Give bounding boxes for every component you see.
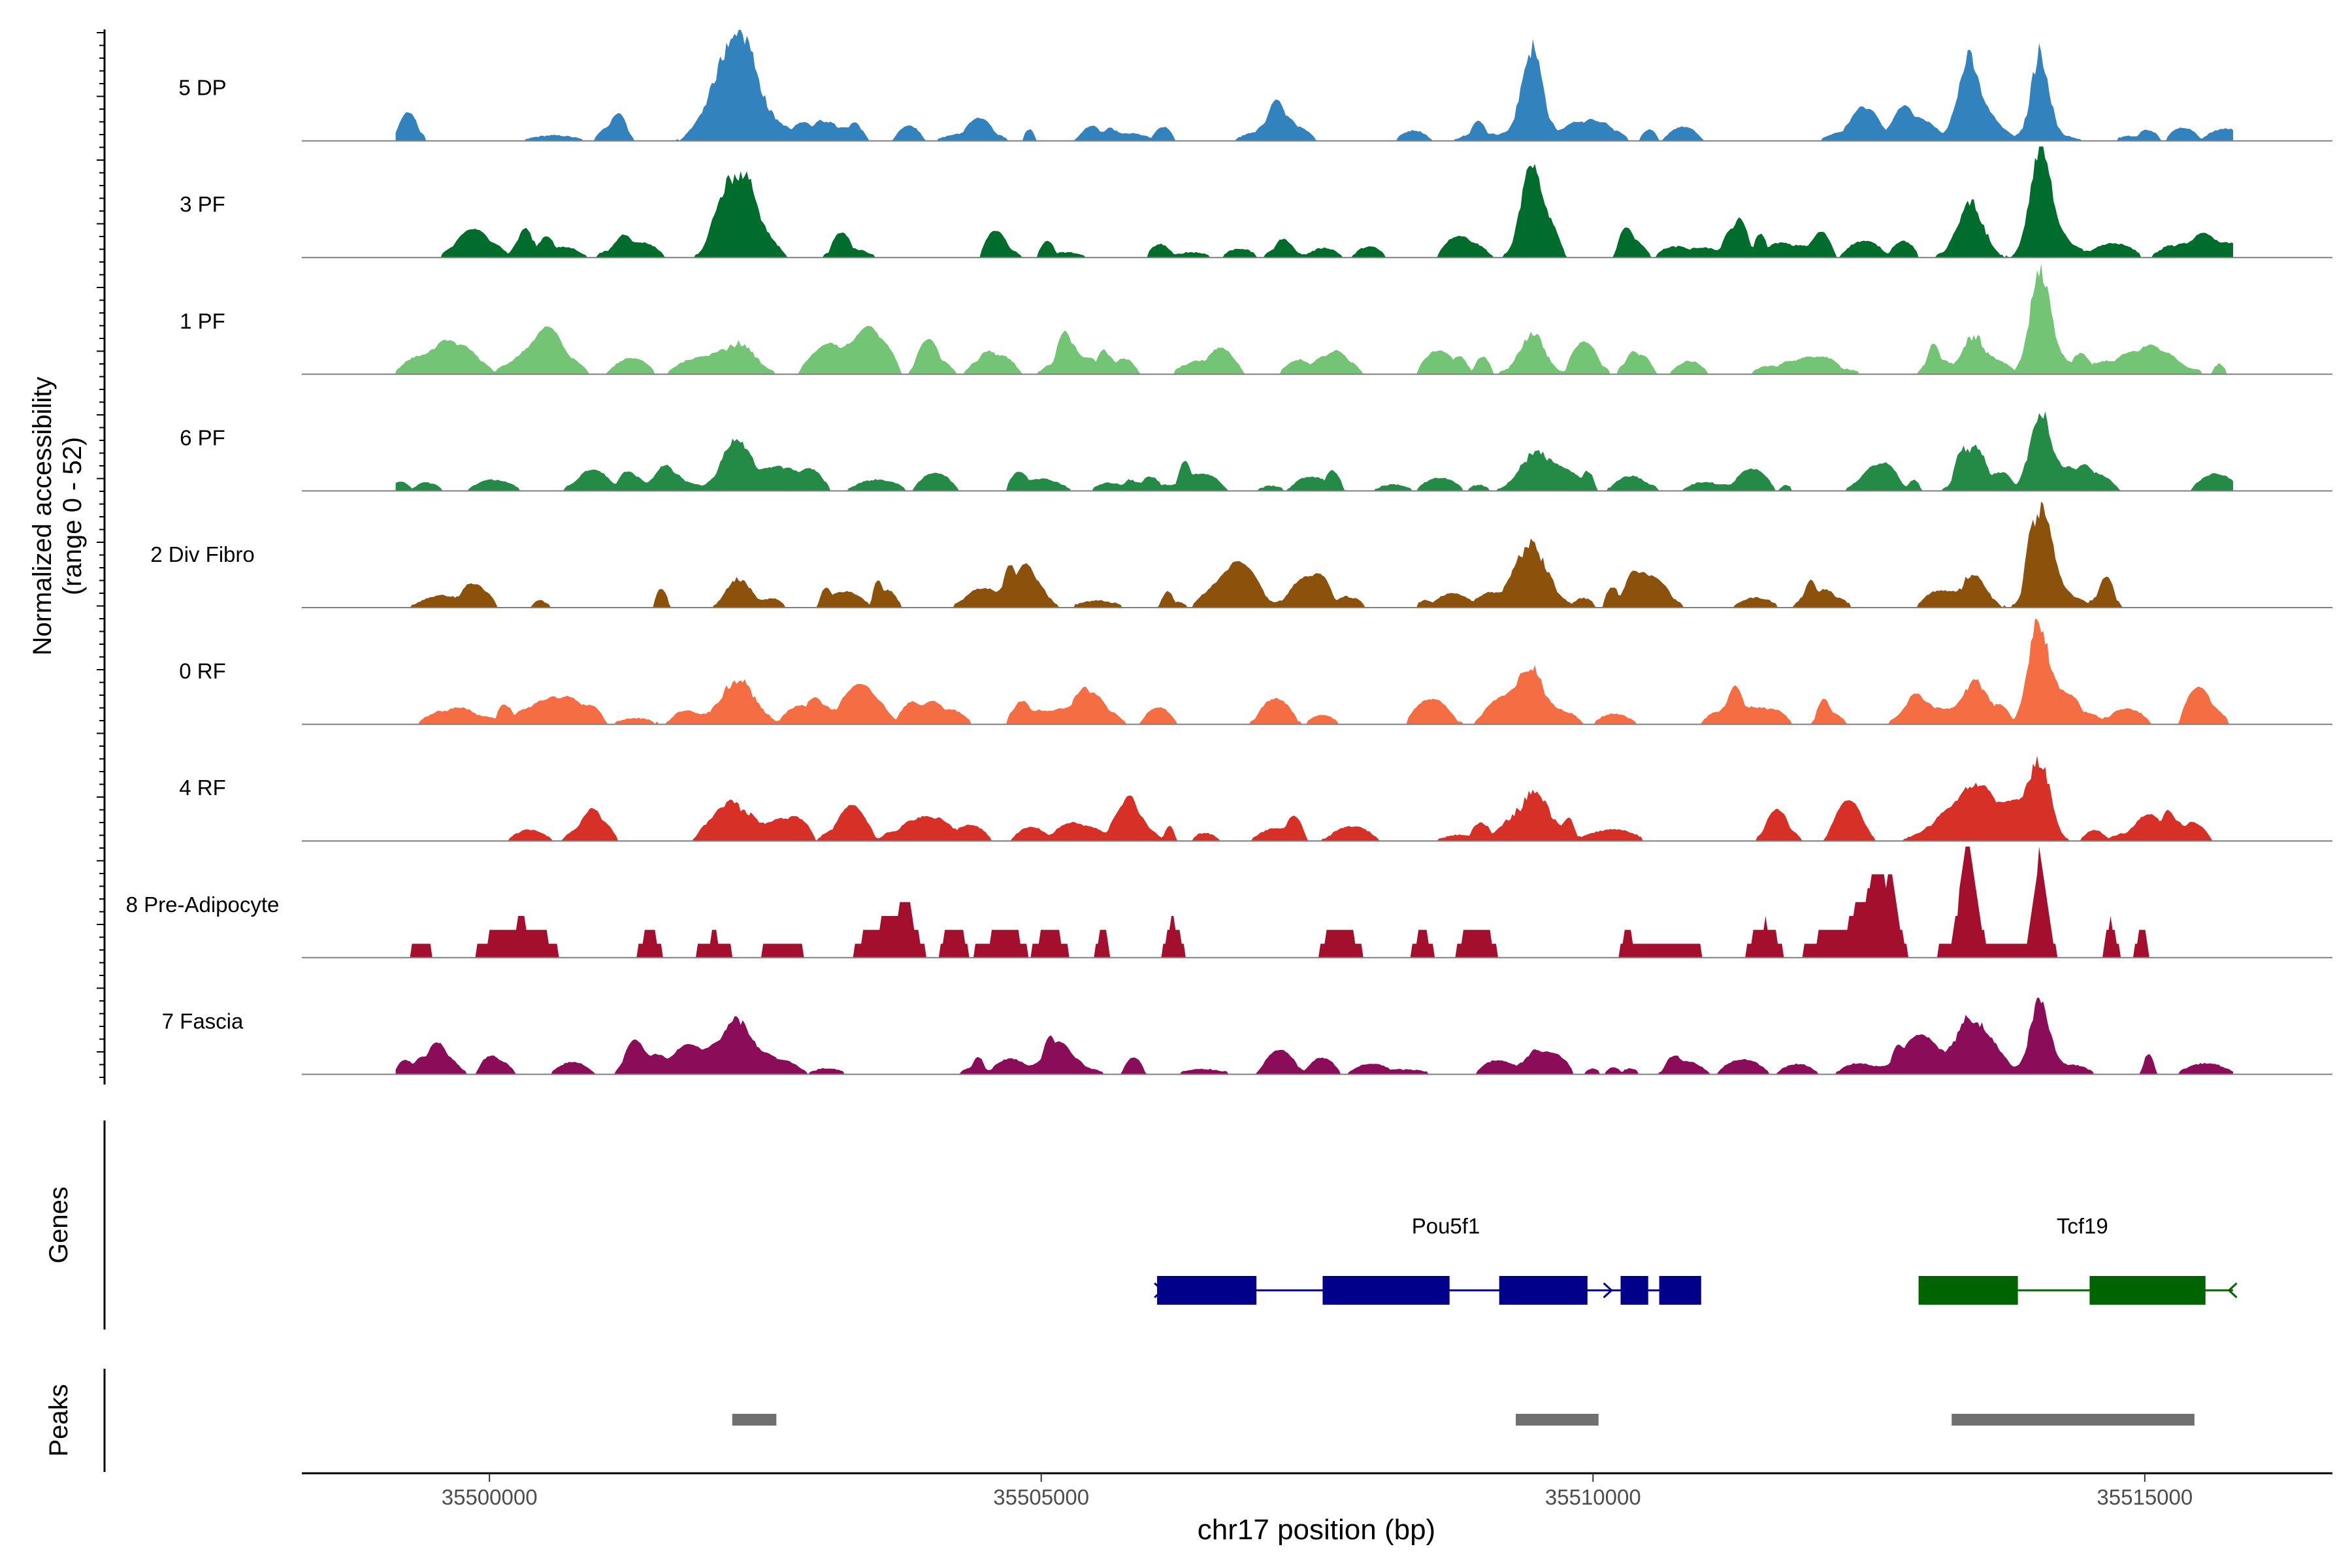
coverage-area	[395, 755, 2233, 841]
track-2-div-fibro	[302, 501, 2332, 608]
gene-label: Pou5f1	[1412, 1214, 1480, 1238]
track-label: 7 Fascia	[162, 1009, 244, 1033]
coverage-area	[395, 411, 2233, 491]
gene-models: Pou5f1 Tcf19	[1154, 1214, 2238, 1305]
y-axis-title-line2: (range 0 - 52)	[58, 437, 87, 595]
coverage-area	[395, 29, 2233, 141]
gene-exon	[1659, 1276, 1701, 1305]
coverage-area	[395, 846, 2233, 958]
track-label: 5 DP	[178, 76, 226, 100]
coverage-area	[395, 146, 2233, 258]
peaks-panel-label: Peaks	[44, 1384, 73, 1456]
x-tick-label: 35500000	[442, 1485, 538, 1509]
track-labels: 5 DP 3 PF 1 PF 6 PF 2 Div Fibro 0 RF 4 RF 8 Pre…	[126, 76, 280, 1034]
gene-exon	[1620, 1276, 1648, 1305]
gene-exon	[1499, 1276, 1588, 1305]
track-8-pre-adipocyte	[302, 846, 2332, 958]
gene-tcf19: Tcf19	[1918, 1214, 2238, 1305]
track-label: 0 RF	[179, 659, 226, 683]
track-6-pf	[302, 411, 2332, 492]
gene-exon	[1918, 1276, 2018, 1305]
track-4-rf	[302, 755, 2332, 842]
gene-label: Tcf19	[2057, 1214, 2108, 1238]
strand-arrow	[2227, 1282, 2238, 1299]
track-label: 1 PF	[180, 309, 225, 333]
coverage-area	[395, 263, 2233, 374]
coverage-tracks	[302, 29, 2332, 1075]
gene-pou5f1: Pou5f1	[1154, 1214, 1701, 1305]
track-1-pf	[302, 263, 2332, 375]
x-tick-label: 35515000	[2097, 1485, 2193, 1509]
genes-panel-label: Genes	[44, 1186, 73, 1264]
track-7-fascia	[302, 998, 2332, 1075]
y-axis-ticks	[97, 32, 105, 1078]
x-tick-label: 35505000	[993, 1485, 1089, 1509]
track-label: 8 Pre-Adipocyte	[126, 892, 280, 917]
y-axis-title-line1: Normalized accessibility	[28, 377, 57, 656]
x-axis-title: chr17 position (bp)	[1198, 1514, 1435, 1546]
track-label: 4 RF	[179, 776, 226, 800]
x-axis-ticks: 35500000 35505000 35510000 35515000	[442, 1473, 2193, 1509]
track-label: 3 PF	[180, 192, 225, 216]
gene-exon	[2089, 1276, 2206, 1305]
peak-region	[732, 1414, 777, 1426]
x-tick-label: 35510000	[1545, 1485, 1641, 1509]
coverage-area	[395, 618, 2233, 725]
peak-region	[1516, 1414, 1599, 1426]
track-0-rf	[302, 618, 2332, 725]
track-5-dp	[302, 29, 2332, 142]
gene-exon	[1322, 1276, 1450, 1305]
track-label: 2 Div Fibro	[150, 542, 255, 566]
strand-arrow	[1603, 1282, 1613, 1299]
coverage-area	[395, 501, 2233, 608]
gene-exon	[1157, 1276, 1257, 1305]
coverage-area	[395, 998, 2233, 1075]
track-label: 6 PF	[180, 425, 225, 449]
track-3-pf	[302, 146, 2332, 259]
peak-region	[1952, 1414, 2195, 1426]
peak-regions	[732, 1414, 2195, 1426]
